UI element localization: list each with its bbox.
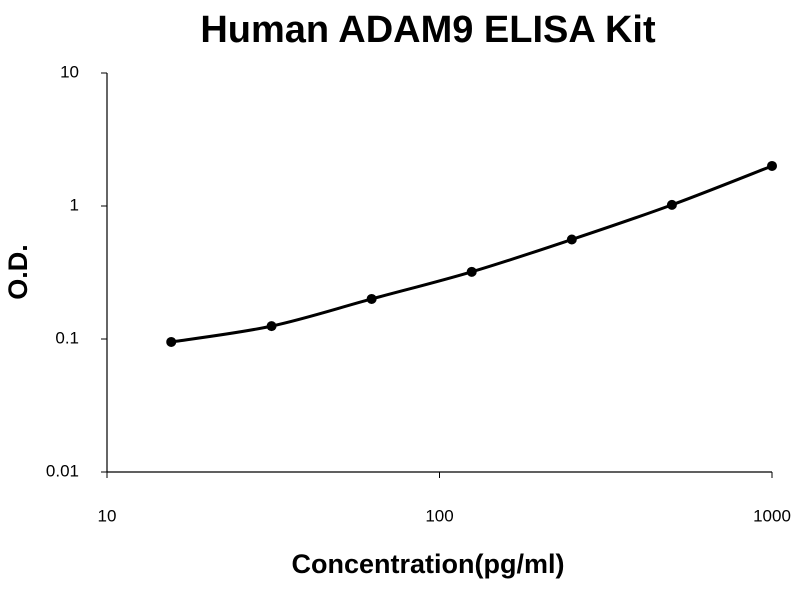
point bbox=[266, 321, 277, 332]
x-tick-label: 10 bbox=[98, 506, 117, 525]
point bbox=[166, 336, 177, 347]
y-tick-label: 1 bbox=[70, 195, 79, 214]
point bbox=[767, 160, 777, 171]
x-tick-label: 100 bbox=[425, 506, 453, 525]
point bbox=[466, 266, 477, 277]
y-tick-label: 10 bbox=[60, 62, 79, 81]
x-axis-label: Concentration(pg/ml) bbox=[292, 549, 565, 579]
y-tick-label: 0.1 bbox=[55, 328, 79, 347]
point bbox=[366, 293, 377, 304]
y-tick-label: 0.01 bbox=[46, 461, 79, 480]
chart-title: Human ADAM9 ELISA Kit bbox=[200, 9, 656, 51]
y-axis-label: O.D. bbox=[3, 244, 33, 300]
curve bbox=[170, 164, 773, 344]
point bbox=[666, 199, 677, 210]
point bbox=[566, 234, 577, 245]
x-tick-label: 1000 bbox=[753, 506, 791, 525]
